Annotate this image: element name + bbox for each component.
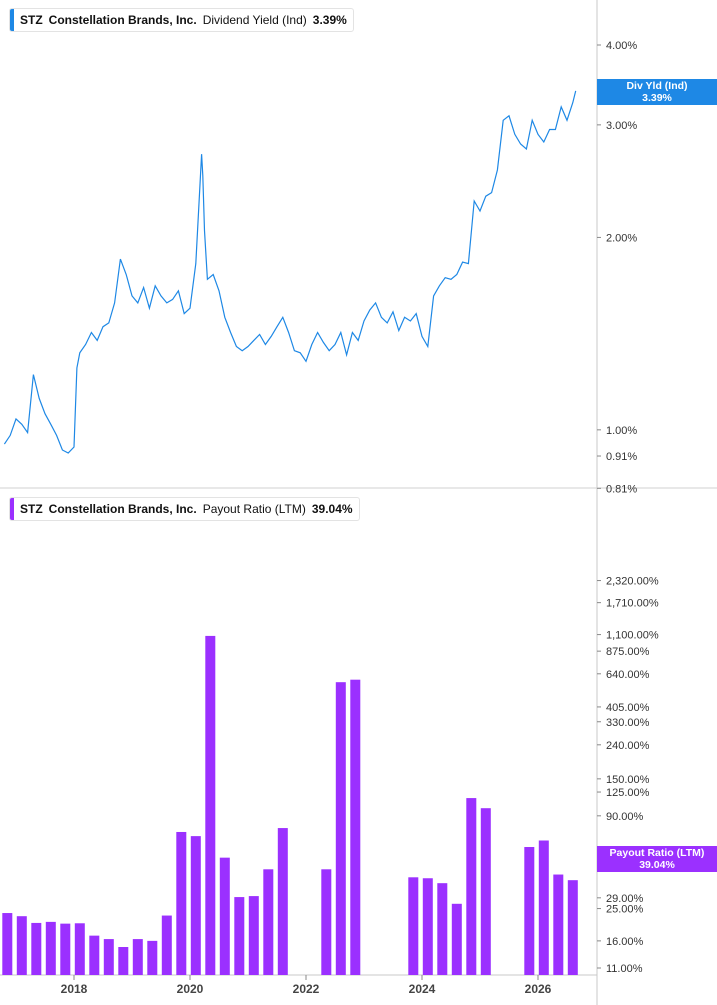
flag-value: 39.04% bbox=[639, 859, 675, 871]
yield-axis-ticks: 4.00% 3.00% 2.00% 1.00% 0.91% 0.81% bbox=[597, 40, 637, 495]
legend-swatch-payout bbox=[10, 498, 14, 520]
payout-bar bbox=[321, 869, 332, 975]
payout-bar bbox=[31, 922, 42, 975]
payout-bar bbox=[161, 915, 172, 975]
yield-tick-label: 0.91% bbox=[606, 451, 637, 463]
last-value-flag-payout: Payout Ratio (LTM) 39.04% bbox=[597, 846, 717, 872]
payout-tick-label: 640.00% bbox=[606, 669, 650, 681]
x-axis-ticks: 2018 2020 2022 2024 2026 bbox=[61, 975, 552, 996]
legend-value: 39.04% bbox=[311, 502, 353, 516]
payout-tick-label: 125.00% bbox=[606, 787, 650, 799]
payout-bar bbox=[277, 828, 288, 975]
payout-bar bbox=[60, 923, 71, 975]
payout-tick-label: 150.00% bbox=[606, 774, 650, 786]
payout-bar bbox=[553, 874, 564, 975]
payout-bar bbox=[2, 913, 13, 975]
payout-bar bbox=[16, 916, 27, 975]
x-tick-label: 2026 bbox=[525, 982, 552, 996]
payout-bar bbox=[234, 897, 245, 975]
payout-bar bbox=[451, 903, 462, 975]
legend-company: Constellation Brands, Inc. bbox=[48, 13, 197, 27]
legend-swatch-yield bbox=[10, 9, 14, 31]
payout-tick-label: 90.00% bbox=[606, 811, 644, 823]
x-tick-label: 2024 bbox=[409, 982, 436, 996]
flag-title: Div Yld (Ind) bbox=[626, 80, 688, 92]
payout-bar bbox=[248, 896, 259, 975]
payout-tick-label: 11.00% bbox=[606, 963, 643, 975]
payout-bar bbox=[466, 798, 477, 975]
yield-tick-label: 3.00% bbox=[606, 120, 637, 132]
legend-ticker: STZ bbox=[20, 13, 43, 27]
flag-value: 3.39% bbox=[642, 92, 672, 104]
payout-bar bbox=[437, 883, 448, 975]
payout-bar bbox=[480, 808, 491, 975]
dividend-yield-line bbox=[3, 90, 577, 454]
legend-bottom: STZ Constellation Brands, Inc. Payout Ra… bbox=[9, 497, 360, 521]
legend-company: Constellation Brands, Inc. bbox=[48, 502, 197, 516]
payout-tick-label: 1,710.00% bbox=[606, 598, 659, 610]
payout-bar bbox=[132, 939, 143, 975]
payout-bar bbox=[190, 836, 201, 975]
last-value-flag-yield: Div Yld (Ind) 3.39% bbox=[597, 79, 717, 105]
legend-metric: Dividend Yield (Ind) bbox=[202, 13, 307, 27]
payout-axis-ticks: 2,320.00% 1,710.00% 1,100.00% 875.00% 640.00… bbox=[597, 576, 659, 975]
payout-tick-label: 2,320.00% bbox=[606, 576, 659, 588]
yield-tick-label: 2.00% bbox=[606, 232, 637, 244]
legend-metric: Payout Ratio (LTM) bbox=[202, 502, 306, 516]
payout-bar bbox=[176, 831, 187, 975]
payout-bar bbox=[219, 857, 230, 975]
payout-bar bbox=[89, 935, 100, 975]
payout-tick-label: 875.00% bbox=[606, 646, 650, 658]
x-tick-label: 2022 bbox=[293, 982, 320, 996]
x-tick-label: 2018 bbox=[61, 982, 88, 996]
payout-tick-label: 330.00% bbox=[606, 717, 650, 729]
payout-bar bbox=[524, 847, 535, 975]
payout-bar bbox=[422, 878, 433, 975]
x-tick-label: 2020 bbox=[177, 982, 204, 996]
payout-bars bbox=[2, 635, 578, 975]
payout-bar bbox=[118, 947, 129, 975]
payout-bar bbox=[205, 635, 216, 975]
payout-bar bbox=[147, 940, 158, 975]
payout-bar bbox=[538, 840, 549, 975]
yield-tick-label: 0.81% bbox=[606, 483, 637, 495]
payout-bar bbox=[567, 880, 578, 975]
yield-tick-label: 4.00% bbox=[606, 40, 637, 52]
payout-tick-label: 29.00% bbox=[606, 893, 644, 905]
payout-bar bbox=[408, 877, 419, 975]
payout-tick-label: 1,100.00% bbox=[606, 630, 659, 642]
flag-title: Payout Ratio (LTM) bbox=[609, 847, 705, 859]
payout-bar bbox=[74, 923, 85, 975]
payout-bar bbox=[103, 939, 114, 975]
payout-bar bbox=[335, 682, 346, 975]
payout-tick-label: 405.00% bbox=[606, 702, 650, 714]
payout-tick-label: 25.00% bbox=[606, 904, 644, 916]
payout-bar bbox=[350, 679, 361, 975]
payout-bar bbox=[45, 921, 56, 975]
payout-tick-label: 240.00% bbox=[606, 740, 650, 752]
payout-bar bbox=[263, 869, 274, 975]
legend-ticker: STZ bbox=[20, 502, 43, 516]
yield-tick-label: 1.00% bbox=[606, 425, 637, 437]
legend-top: STZ Constellation Brands, Inc. Dividend … bbox=[9, 8, 354, 32]
legend-value: 3.39% bbox=[312, 13, 347, 27]
payout-tick-label: 16.00% bbox=[606, 936, 644, 948]
